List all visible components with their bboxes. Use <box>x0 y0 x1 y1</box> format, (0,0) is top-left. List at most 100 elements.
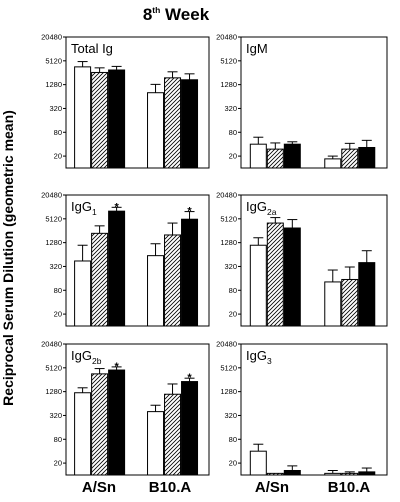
group-label-asn-left: A/Sn <box>82 479 116 496</box>
y-tick-label: 80 <box>229 128 237 137</box>
bar-asn-hatched <box>91 373 109 476</box>
y-tick-label: 1280 <box>220 238 237 247</box>
bar-b10a-hatched <box>164 393 182 476</box>
y-tick-label: 320 <box>49 104 62 113</box>
y-tick-label: 20480 <box>216 340 237 349</box>
bar-asn-open <box>249 143 267 169</box>
y-tick-label: 5120 <box>220 363 237 372</box>
panel-label-main: IgG <box>246 348 267 363</box>
panel-label-main: IgG <box>71 348 92 363</box>
y-tick-label: 20 <box>229 310 237 319</box>
y-tick-label: 1280 <box>45 80 62 89</box>
significance-marker: * <box>187 372 192 384</box>
bar-asn-open <box>74 260 92 327</box>
panel-label-main: IgM <box>246 41 268 56</box>
y-tick-label: 20 <box>54 152 62 161</box>
significance-marker: * <box>114 201 119 213</box>
bar-b10a-hatched <box>341 472 359 476</box>
significance-marker: * <box>114 361 119 373</box>
panel-label-subscript: 3 <box>267 356 272 366</box>
bar-asn-open <box>74 66 92 169</box>
panel-label-subscript: 2a <box>267 207 277 217</box>
group-label-b10a-right: B10.A <box>328 479 371 496</box>
panel-frame <box>240 194 388 327</box>
y-tick-label: 20480 <box>216 191 237 200</box>
bar-asn-solid <box>283 227 301 327</box>
y-tick-label: 320 <box>224 104 237 113</box>
bar-b10a-open <box>147 255 165 327</box>
panel-igg1: 20 80 320 1280 5120 20480 IgG1 * * <box>41 191 210 327</box>
bar-b10a-hatched <box>341 148 359 169</box>
bar-asn-solid <box>283 143 301 169</box>
bar-b10a-hatched <box>341 278 359 327</box>
panel-label-subscript: 2b <box>92 356 102 366</box>
y-tick-label: 20 <box>54 310 62 319</box>
bar-b10a-open <box>147 92 165 169</box>
bar-asn-open <box>249 450 267 476</box>
group-label-b10a-left: B10.A <box>149 479 192 496</box>
panel-label: Total Ig <box>71 41 113 56</box>
y-tick-label: 320 <box>224 411 237 420</box>
panel-label-main: IgG <box>246 199 267 214</box>
bar-b10a-open <box>324 281 342 327</box>
significance-marker: * <box>187 206 192 218</box>
panel-label: IgG2b <box>71 348 102 366</box>
y-tick-label: 20 <box>54 459 62 468</box>
bar-b10a-hatched <box>164 77 182 169</box>
y-tick-label: 80 <box>54 435 62 444</box>
y-tick-label: 320 <box>49 262 62 271</box>
y-tick-label: 20480 <box>41 191 62 200</box>
bar-asn-hatched <box>266 472 284 476</box>
y-tick-label: 5120 <box>220 214 237 223</box>
y-tick-label: 1280 <box>45 238 62 247</box>
y-tick-label: 20 <box>229 152 237 161</box>
bar-b10a-open <box>324 472 342 476</box>
bar-asn-open <box>74 392 92 476</box>
y-tick-label: 5120 <box>45 363 62 372</box>
panel-label: IgG2a <box>246 199 277 217</box>
y-tick-label: 1280 <box>220 80 237 89</box>
group-label-asn-right: A/Sn <box>255 479 289 496</box>
panel-frame <box>240 343 388 476</box>
y-tick-label: 80 <box>54 128 62 137</box>
y-tick-label: 20480 <box>41 33 62 42</box>
bar-asn-solid <box>108 210 126 327</box>
panel-label: IgM <box>246 41 268 56</box>
y-tick-label: 80 <box>229 435 237 444</box>
panel-label: IgG3 <box>246 348 272 366</box>
bar-asn-hatched <box>91 232 109 327</box>
y-tick-label: 20 <box>229 459 237 468</box>
panel-frame <box>65 36 210 169</box>
bar-asn-solid <box>283 469 301 476</box>
y-axis-label: Reciprocal Serum Dilution (geometric mea… <box>0 110 16 406</box>
y-tick-label: 80 <box>229 286 237 295</box>
panel-igg3: 20 80 320 1280 5120 20480 IgG3 <box>216 340 388 476</box>
y-tick-label: 320 <box>49 411 62 420</box>
y-tick-label: 5120 <box>45 214 62 223</box>
y-tick-label: 20480 <box>41 340 62 349</box>
panel-label-main: Total Ig <box>71 41 113 56</box>
panel-frame <box>65 194 210 327</box>
y-tick-label: 5120 <box>220 56 237 65</box>
bar-asn-hatched <box>266 148 284 169</box>
panel-label-main: IgG <box>71 199 92 214</box>
bar-asn-solid <box>108 369 126 476</box>
bar-b10a-solid <box>181 79 199 169</box>
bar-asn-hatched <box>91 71 109 169</box>
panel-label: IgG1 <box>71 199 97 217</box>
bar-b10a-solid <box>358 471 376 476</box>
panel-igg2b: 20 80 320 1280 5120 20480 IgG2b * * <box>41 340 210 476</box>
bar-b10a-solid <box>358 146 376 169</box>
panel-igg2a: 20 80 320 1280 5120 20480 IgG2a <box>216 191 388 327</box>
bar-b10a-hatched <box>164 234 182 327</box>
bar-b10a-open <box>324 158 342 169</box>
y-tick-label: 320 <box>224 262 237 271</box>
panel-total-ig: 20 80 320 1280 5120 20480 Total Ig <box>41 33 210 169</box>
bar-b10a-open <box>147 411 165 476</box>
bar-b10a-solid <box>181 218 199 327</box>
panel-frame <box>240 36 388 169</box>
bar-asn-open <box>249 244 267 327</box>
bar-asn-solid <box>108 69 126 169</box>
